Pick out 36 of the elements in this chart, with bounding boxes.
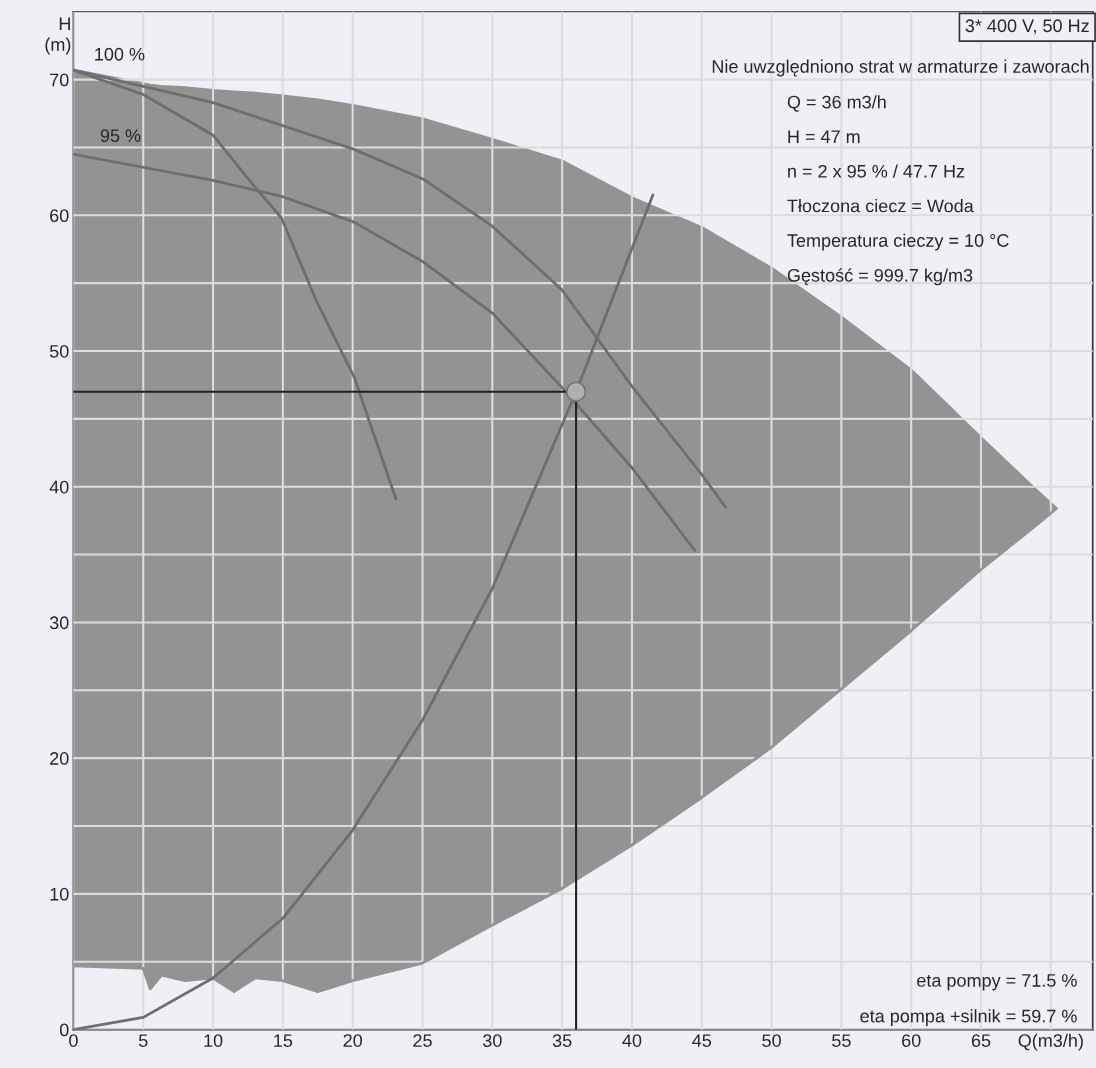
x-tick-label: 50 bbox=[762, 1034, 781, 1047]
annotation: Gęstość = 999.7 kg/m3 bbox=[787, 268, 973, 286]
x-tick-label: 25 bbox=[413, 1034, 432, 1047]
x-tick-label: Q(m3/h) bbox=[1018, 1033, 1083, 1051]
y-tick-label: 30 bbox=[49, 616, 69, 630]
annotation: Temperatura cieczy = 10 °C bbox=[787, 233, 1009, 251]
annotation: Nie uwzględniono strat w armaturze i zaworach bbox=[712, 59, 1089, 77]
annotation: 95 % bbox=[100, 129, 141, 143]
y-tick-label: 60 bbox=[50, 209, 69, 223]
x-tick-label: 35 bbox=[552, 1034, 572, 1047]
y-tick-label: 0 bbox=[59, 1023, 69, 1037]
x-tick-label: 65 bbox=[971, 1034, 991, 1047]
y-axis-title: H (m) bbox=[45, 17, 71, 55]
x-tick-label: 5 bbox=[138, 1034, 148, 1047]
annotation: H = 47 m bbox=[788, 130, 860, 143]
annotation: 100 % bbox=[95, 47, 145, 61]
y-tick-label: 40 bbox=[49, 480, 69, 494]
annotation: Q = 36 m3/h bbox=[787, 95, 886, 112]
x-tick-label: 55 bbox=[832, 1034, 851, 1047]
y-tick-label: 50 bbox=[49, 344, 69, 358]
annotation: n = 2 x 95 % / 47.7 Hz bbox=[788, 164, 965, 178]
x-tick-label: 0 bbox=[69, 1034, 78, 1047]
y-tick-label: 70 bbox=[50, 73, 69, 87]
annotation: Tłoczona ciecz = Woda bbox=[787, 199, 974, 213]
chart-title: 3* 400 V, 50 Hz bbox=[965, 19, 1089, 35]
y-tick-label: 10 bbox=[50, 887, 69, 901]
y-tick-label: 20 bbox=[50, 752, 69, 765]
x-tick-label: 20 bbox=[343, 1034, 363, 1047]
x-tick-label: 30 bbox=[482, 1034, 502, 1047]
x-tick-label: 15 bbox=[274, 1034, 293, 1047]
x-tick-label: 45 bbox=[692, 1034, 712, 1047]
x-tick-label: 10 bbox=[204, 1034, 223, 1047]
x-tick-label: 40 bbox=[622, 1034, 642, 1047]
x-tick-label: 60 bbox=[902, 1034, 921, 1047]
annotation: eta pompy = 71.5 % bbox=[917, 974, 1077, 991]
annotation: eta pompa +silnik = 59.7 % bbox=[860, 1009, 1077, 1027]
